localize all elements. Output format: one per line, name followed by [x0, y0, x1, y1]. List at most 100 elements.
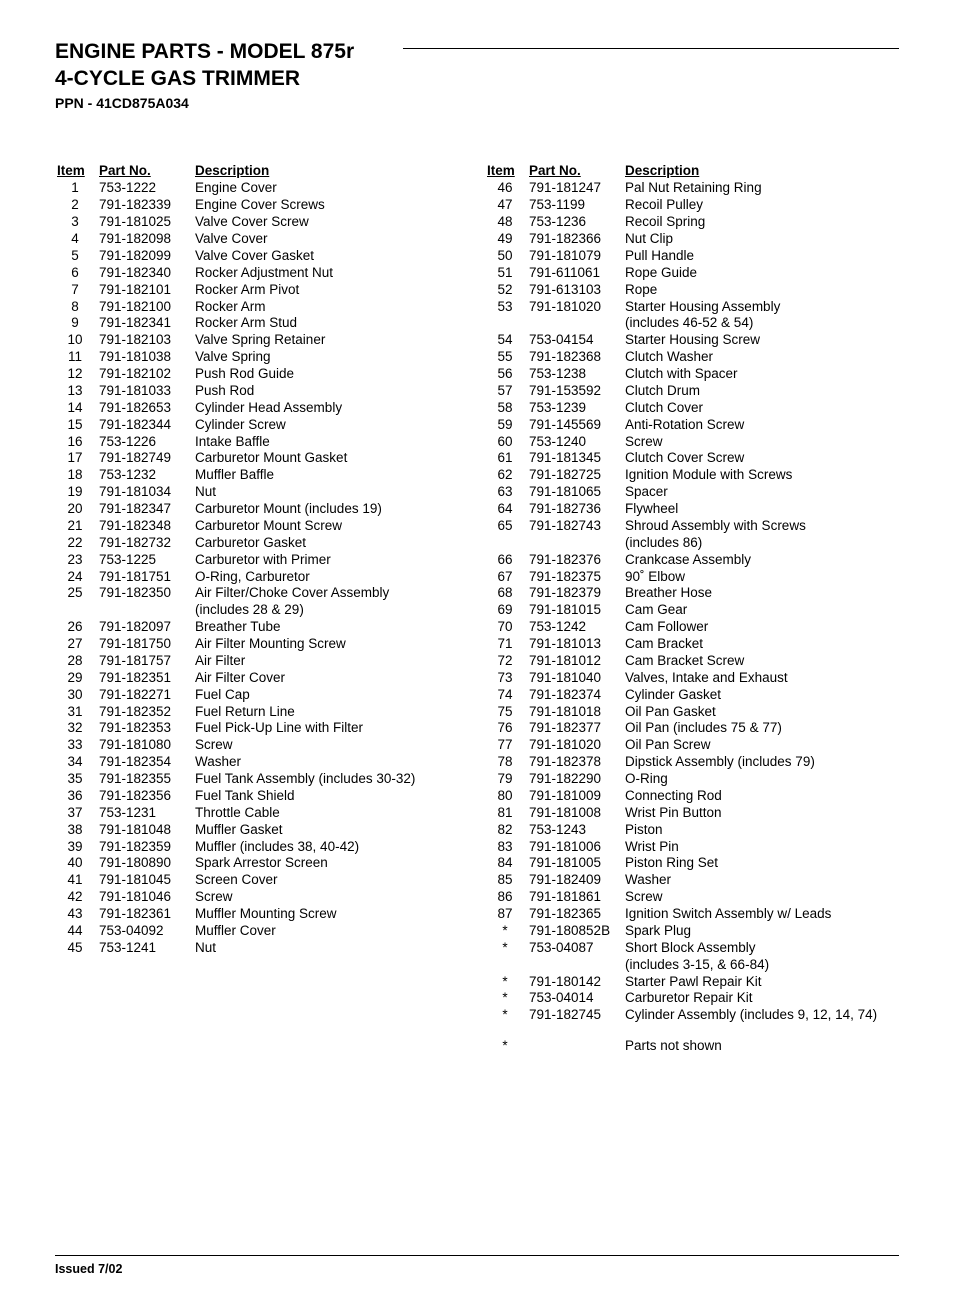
- cell-desc: Carburetor Gasket: [195, 535, 415, 552]
- cell-item: 17: [55, 450, 99, 467]
- cell-part: 791-181020: [529, 737, 625, 754]
- table-row: *791-182745Cylinder Assembly (includes 9…: [485, 1007, 877, 1024]
- left-column: Item Part No. Description 1753-1222Engin…: [55, 163, 469, 1056]
- cell-part: 791-182368: [529, 349, 625, 366]
- cell-item: 35: [55, 771, 99, 788]
- table-row: 42791-181046Screw: [55, 889, 415, 906]
- cell-part: 753-1242: [529, 619, 625, 636]
- cell-desc: Air Filter/Choke Cover Assembly: [195, 585, 415, 602]
- table-row: 9791-182341Rocker Arm Stud: [55, 315, 415, 332]
- note-text: Parts not shown: [625, 1024, 722, 1055]
- table-row: (includes 46-52 & 54): [485, 315, 877, 332]
- cell-part: 791-182365: [529, 906, 625, 923]
- table-row: 20791-182347Carburetor Mount (includes 1…: [55, 501, 415, 518]
- col-header-item: Item: [485, 163, 529, 181]
- cell-part: 791-182352: [99, 704, 195, 721]
- table-row: *791-180852BSpark Plug: [485, 923, 877, 940]
- cell-desc: Cylinder Head Assembly: [195, 400, 415, 417]
- cell-item: 81: [485, 805, 529, 822]
- table-row: 2791-182339Engine Cover Screws: [55, 197, 415, 214]
- cell-item: 39: [55, 839, 99, 856]
- cell-part: 791-145569: [529, 417, 625, 434]
- table-row: 54753-04154Starter Housing Screw: [485, 332, 877, 349]
- col-header-desc: Description: [625, 163, 877, 181]
- table-row: 46791-181247Pal Nut Retaining Ring: [485, 180, 877, 197]
- cell-item: 68: [485, 585, 529, 602]
- cell-part: 791-182290: [529, 771, 625, 788]
- title-line-2: 4-CYCLE GAS TRIMMER: [55, 65, 899, 92]
- cell-part: 791-180852B: [529, 923, 625, 940]
- cell-part: 791-181015: [529, 602, 625, 619]
- cell-item: 18: [55, 467, 99, 484]
- cell-desc: Muffler Mounting Screw: [195, 906, 415, 923]
- cell-part: 791-181006: [529, 839, 625, 856]
- table-row: 43791-182361Muffler Mounting Screw: [55, 906, 415, 923]
- cell-part: 791-182374: [529, 687, 625, 704]
- table-row: 78791-182378Dipstick Assembly (includes …: [485, 754, 877, 771]
- cell-part: 791-182743: [529, 518, 625, 535]
- table-row: 36791-182356Fuel Tank Shield: [55, 788, 415, 805]
- table-row: 17791-182749Carburetor Mount Gasket: [55, 450, 415, 467]
- cell-part: 791-182097: [99, 619, 195, 636]
- cell-part: 753-04092: [99, 923, 195, 940]
- cell-desc: Ignition Switch Assembly w/ Leads: [625, 906, 877, 923]
- cell-desc: (includes 46-52 & 54): [625, 315, 877, 332]
- cell-item: 48: [485, 214, 529, 231]
- cell-item: 40: [55, 855, 99, 872]
- col-header-part: Part No.: [99, 163, 195, 181]
- cell-desc: Anti-Rotation Screw: [625, 417, 877, 434]
- cell-desc: Carburetor Mount Screw: [195, 518, 415, 535]
- cell-part: 791-182379: [529, 585, 625, 602]
- cell-part: [529, 957, 625, 974]
- cell-desc: Valve Spring Retainer: [195, 332, 415, 349]
- cell-part: 791-182361: [99, 906, 195, 923]
- cell-part: 753-1243: [529, 822, 625, 839]
- cell-item: 67: [485, 569, 529, 586]
- cell-desc: Rocker Arm Stud: [195, 315, 415, 332]
- cell-item: 49: [485, 231, 529, 248]
- cell-part: 791-181247: [529, 180, 625, 197]
- cell-item: 75: [485, 704, 529, 721]
- table-row: 3791-181025Valve Cover Screw: [55, 214, 415, 231]
- parts-columns: Item Part No. Description 1753-1222Engin…: [55, 163, 899, 1056]
- cell-part: 791-181080: [99, 737, 195, 754]
- right-column: Item Part No. Description 46791-181247Pa…: [485, 163, 899, 1056]
- cell-desc: Ignition Module with Screws: [625, 467, 877, 484]
- cell-part: 791-181018: [529, 704, 625, 721]
- table-row: 76791-182377Oil Pan (includes 75 & 77): [485, 720, 877, 737]
- note-table: * Parts not shown: [485, 1024, 722, 1055]
- cell-item: 80: [485, 788, 529, 805]
- cell-item: 60: [485, 434, 529, 451]
- cell-part: 791-180142: [529, 974, 625, 991]
- cell-desc: Breather Hose: [625, 585, 877, 602]
- cell-part: 791-182348: [99, 518, 195, 535]
- cell-desc: Dipstick Assembly (includes 79): [625, 754, 877, 771]
- table-row: 85791-182409Washer: [485, 872, 877, 889]
- table-row: 59791-145569Anti-Rotation Screw: [485, 417, 877, 434]
- cell-part: 791-181034: [99, 484, 195, 501]
- cell-desc: Rocker Arm Pivot: [195, 282, 415, 299]
- title-line-1: ENGINE PARTS - MODEL 875r: [55, 38, 899, 65]
- table-row: 33791-181080Screw: [55, 737, 415, 754]
- cell-desc: Rope Guide: [625, 265, 877, 282]
- cell-item: 55: [485, 349, 529, 366]
- table-row: 28791-181757Air Filter: [55, 653, 415, 670]
- cell-item: *: [485, 990, 529, 1007]
- cell-desc: (includes 28 & 29): [195, 602, 415, 619]
- cell-desc: Spark Arrestor Screen: [195, 855, 415, 872]
- table-row: 64791-182736Flywheel: [485, 501, 877, 518]
- cell-item: [485, 315, 529, 332]
- cell-item: 34: [55, 754, 99, 771]
- cell-desc: Muffler (includes 38, 40-42): [195, 839, 415, 856]
- table-row: 73791-181040Valves, Intake and Exhaust: [485, 670, 877, 687]
- cell-desc: Muffler Cover: [195, 923, 415, 940]
- cell-part: 753-04014: [529, 990, 625, 1007]
- table-row: 83791-181006Wrist Pin: [485, 839, 877, 856]
- cell-part: 753-1239: [529, 400, 625, 417]
- table-row: 49791-182366Nut Clip: [485, 231, 877, 248]
- table-row: 34791-182354Washer: [55, 754, 415, 771]
- table-row: 23753-1225Carburetor with Primer: [55, 552, 415, 569]
- cell-desc: O-Ring: [625, 771, 877, 788]
- table-row: *753-04087Short Block Assembly: [485, 940, 877, 957]
- cell-item: 38: [55, 822, 99, 839]
